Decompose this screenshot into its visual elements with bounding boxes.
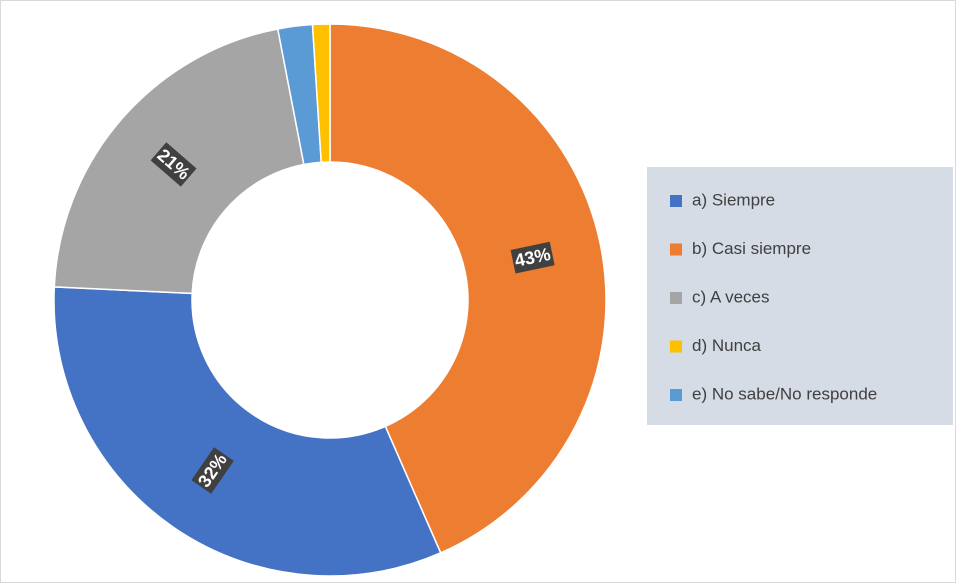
donut-slice [311, 23, 331, 164]
legend-label: d) Nunca [692, 336, 762, 355]
legend-label: c) A veces [692, 287, 769, 306]
data-label-bg [510, 241, 555, 274]
legend-swatch [670, 292, 682, 304]
legend-label: a) Siempre [692, 190, 775, 209]
donut-slice [329, 23, 607, 554]
legend-swatch [670, 195, 682, 207]
legend-label: e) No sabe/No responde [692, 384, 877, 403]
data-label: 43% [510, 241, 555, 274]
legend-box [647, 167, 953, 425]
data-label-bg [191, 447, 234, 494]
legend-swatch [670, 389, 682, 401]
legend-label: b) Casi siempre [692, 239, 811, 258]
legend-swatch [670, 340, 682, 353]
data-label-bg [150, 142, 197, 187]
donut-slice [53, 286, 442, 577]
legend-swatch [670, 243, 682, 256]
